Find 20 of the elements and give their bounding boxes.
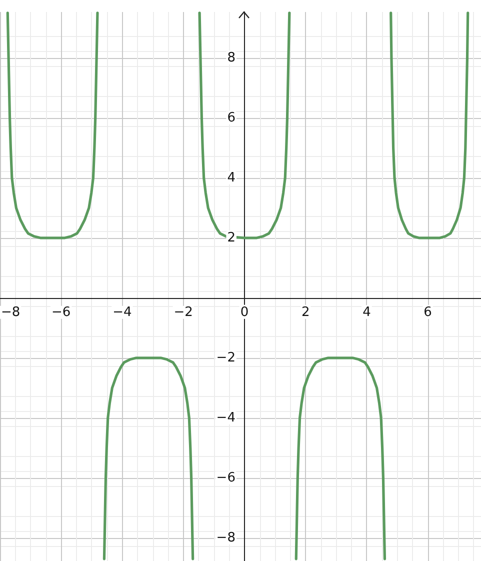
y-tick-label: −8: [216, 530, 236, 546]
y-tick-label: 8: [227, 50, 236, 66]
y-tick-label: 2: [227, 230, 236, 246]
x-tick-label: −4: [112, 304, 132, 320]
x-tick-label: 2: [301, 304, 310, 320]
x-tick-label: 4: [362, 304, 371, 320]
y-tick-label: −6: [216, 470, 236, 486]
x-tick-label: −8: [1, 304, 20, 320]
y-tick-label: −4: [216, 410, 236, 426]
x-tick-label: −2: [174, 304, 193, 320]
x-tick-label: 6: [424, 304, 432, 320]
line-series: [390, 12, 470, 240]
x-tick-label: 0: [240, 304, 249, 320]
y-tick-label: 4: [227, 170, 236, 186]
line-series: [102, 356, 194, 560]
x-tick-label: −6: [52, 304, 71, 320]
line-series: [294, 356, 386, 560]
y-tick-label: −2: [216, 350, 236, 366]
line-series: [6, 12, 99, 240]
y-tick-label: 6: [227, 110, 236, 126]
